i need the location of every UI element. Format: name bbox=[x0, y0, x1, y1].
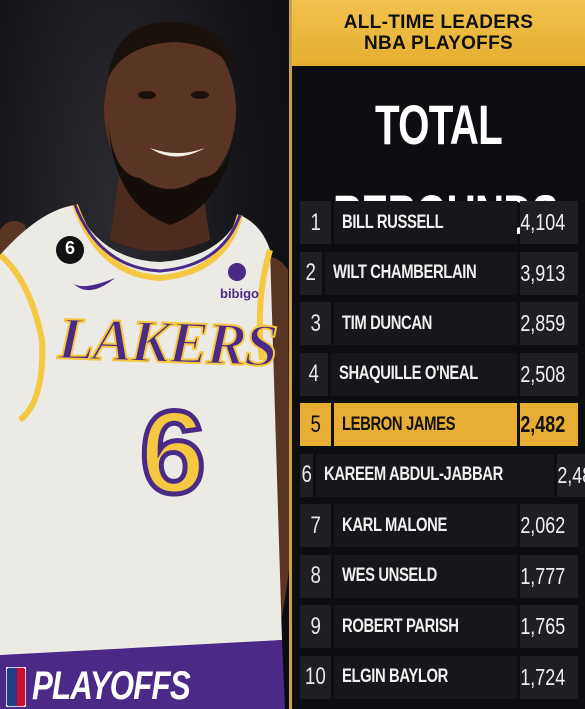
leader-name: WES UNSELD bbox=[342, 565, 437, 586]
header-banner: ALL-TIME LEADERS NBA PLAYOFFS bbox=[292, 0, 585, 66]
leader-name: LEBRON JAMES bbox=[342, 413, 456, 435]
jersey-sponsor: bibigo bbox=[220, 286, 259, 301]
leader-name: BILL RUSSELL bbox=[342, 211, 444, 233]
leader-name: KARL MALONE bbox=[342, 514, 447, 536]
leader-name: SHAQUILLE O'NEAL bbox=[338, 363, 478, 384]
header-line-1: ALL-TIME LEADERS bbox=[343, 12, 534, 33]
leader-value: 1,765 bbox=[520, 613, 566, 639]
leader-value: 1,777 bbox=[520, 562, 566, 589]
leader-rank: 7 bbox=[310, 511, 321, 539]
leader-row: 7 KARL MALONE 2,062 bbox=[300, 504, 578, 547]
leader-rank: 8 bbox=[310, 562, 321, 589]
player-photo: 6 bibigo LAKERS 6 PLAYOFFS bbox=[0, 0, 290, 709]
leader-rank: 1 bbox=[310, 208, 321, 236]
leaders-list: 1 BILL RUSSELL 4,104 2 WILT CHAMBERLAIN 3,91… bbox=[300, 201, 585, 706]
leader-row: 1 BILL RUSSELL 4,104 bbox=[300, 201, 578, 244]
leader-name: TIM DUNCAN bbox=[342, 312, 432, 334]
leader-rank: 4 bbox=[308, 360, 320, 387]
playoffs-wordmark: PLAYOFFS bbox=[32, 664, 191, 708]
leader-value: 2,859 bbox=[520, 310, 566, 336]
leader-rank: 5 bbox=[310, 410, 321, 438]
leader-row: 8 WES UNSELD 1,777 bbox=[300, 554, 578, 598]
jersey-number: 6 bbox=[138, 385, 209, 522]
leader-value: 2,482 bbox=[520, 411, 566, 437]
leader-row: 6 KAREEM ABDUL-JABBAR 2,481 bbox=[300, 453, 585, 497]
leader-row: 3 TIM DUNCAN 2,859 bbox=[300, 302, 578, 345]
leader-value: 3,913 bbox=[520, 259, 566, 286]
leader-name: ELGIN BAYLOR bbox=[342, 666, 448, 687]
nba-logo-icon bbox=[6, 667, 26, 707]
leader-value: 4,104 bbox=[520, 209, 566, 235]
leader-value: 2,062 bbox=[520, 512, 566, 538]
leader-name: WILT CHAMBERLAIN bbox=[333, 262, 477, 283]
leader-row: 10 ELGIN BAYLOR 1,724 bbox=[300, 655, 578, 699]
jersey-patch-number: 6 bbox=[64, 238, 75, 258]
leaders-panel: ALL-TIME LEADERS NBA PLAYOFFS TOTAL REBO… bbox=[292, 0, 585, 709]
leader-row: 4 SHAQUILLE O'NEAL 2,508 bbox=[300, 352, 578, 396]
leader-rank: 9 bbox=[310, 612, 321, 640]
leader-rank: 3 bbox=[310, 309, 321, 337]
leader-value: 2,508 bbox=[520, 360, 566, 387]
leader-name: ROBERT PARISH bbox=[342, 615, 459, 637]
leader-row: 9 ROBERT PARISH 1,765 bbox=[300, 605, 578, 648]
gold-divider bbox=[289, 0, 292, 709]
player-illustration bbox=[0, 21, 290, 709]
jersey-team-wordmark: LAKERS bbox=[56, 304, 278, 380]
leader-value: 2,481 bbox=[557, 461, 585, 488]
leader-rank: 2 bbox=[305, 259, 317, 286]
leader-value: 1,724 bbox=[520, 663, 566, 690]
leader-row: 2 WILT CHAMBERLAIN 3,913 bbox=[300, 251, 578, 295]
leader-rank: 10 bbox=[305, 663, 326, 690]
leader-row-highlighted: 5 LEBRON JAMES 2,482 bbox=[300, 403, 578, 446]
header-line-2: NBA PLAYOFFS bbox=[364, 33, 513, 54]
leader-rank: 6 bbox=[301, 461, 312, 488]
leader-name: KAREEM ABDUL-JABBAR bbox=[324, 464, 504, 485]
